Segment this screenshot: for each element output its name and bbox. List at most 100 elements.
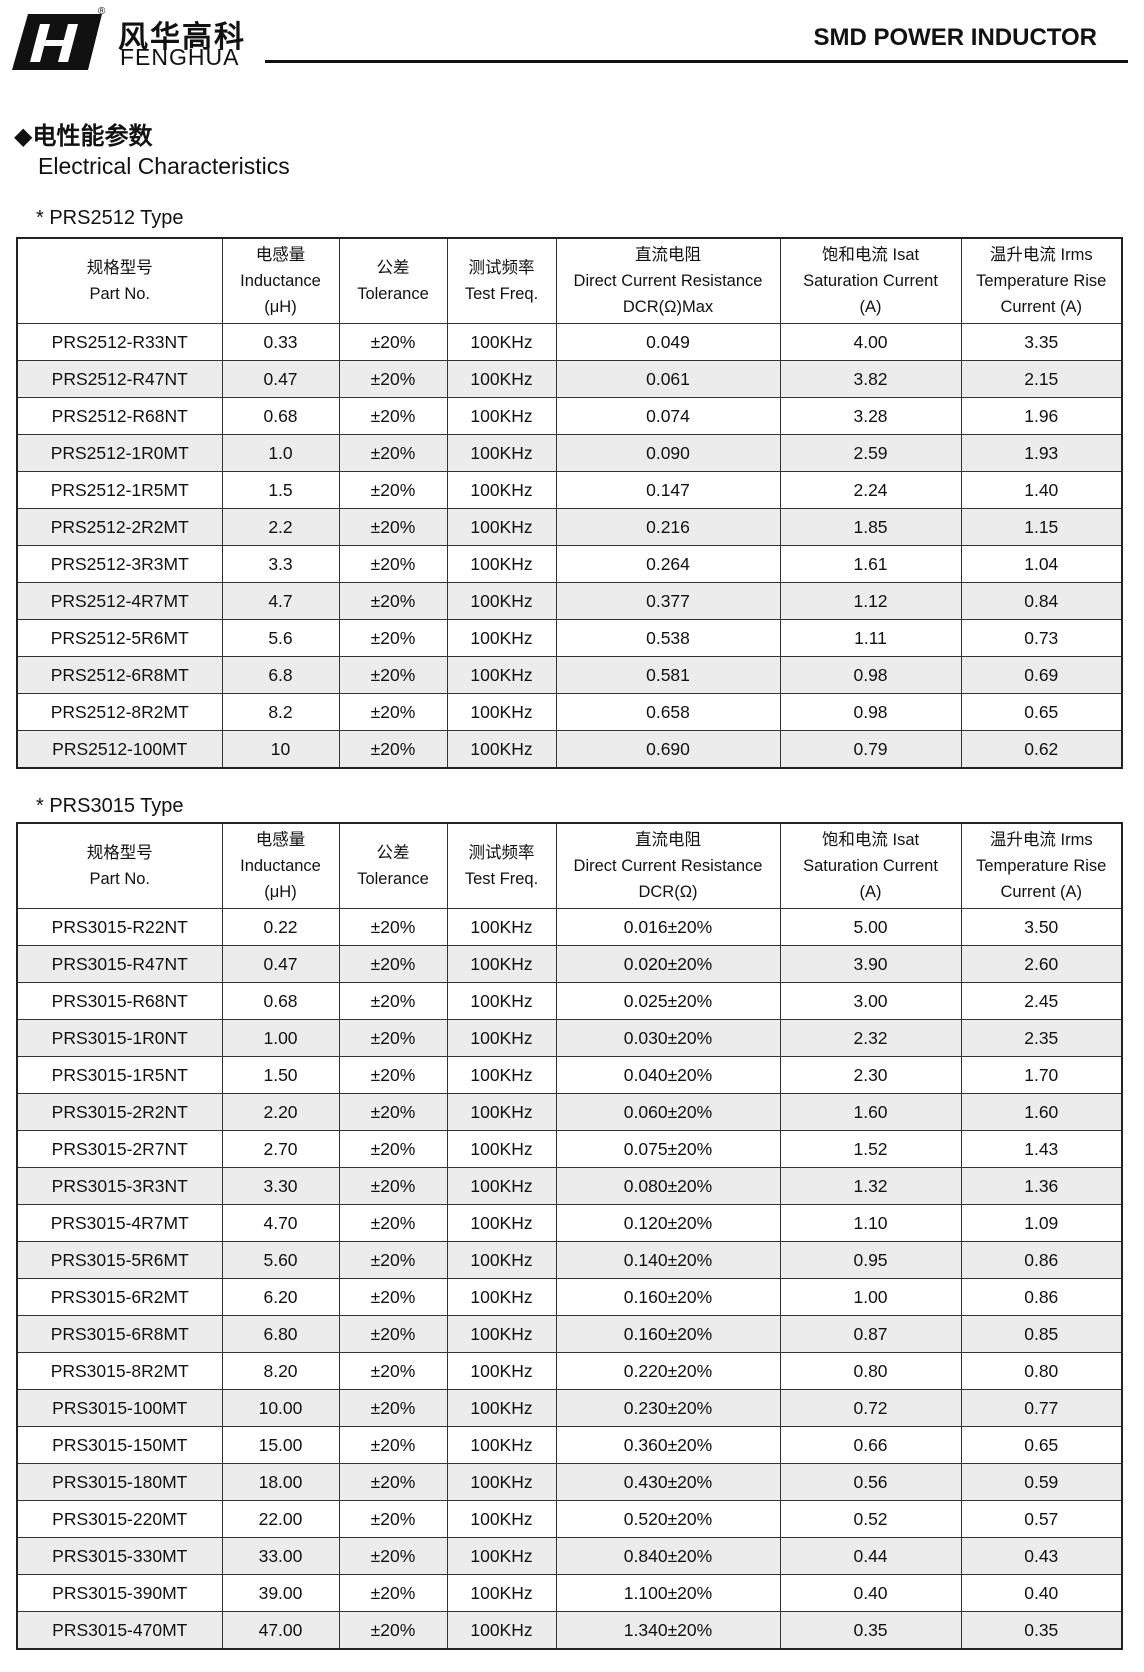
data-cell: PRS2512-6R8MT <box>16 656 223 694</box>
data-cell: 100KHz <box>446 1426 557 1464</box>
data-cell: 6.80 <box>221 1315 340 1353</box>
data-cell: 0.84 <box>960 582 1123 620</box>
header-line: Temperature Rise <box>976 272 1107 290</box>
data-cell: 0.80 <box>960 1352 1123 1390</box>
data-cell: 0.840±20% <box>555 1537 781 1575</box>
data-cell: 0.35 <box>960 1611 1123 1650</box>
data-cell: 0.377 <box>555 582 781 620</box>
table-label: * PRS2512 Type <box>36 207 184 229</box>
data-cell: ±20% <box>338 360 448 398</box>
data-cell: 0.040±20% <box>555 1056 781 1094</box>
header-line: Tolerance <box>357 870 429 888</box>
header-line: Inductance <box>240 272 321 290</box>
header-line: Part No. <box>89 285 151 303</box>
logo-mark <box>12 14 102 70</box>
data-cell: 1.43 <box>960 1130 1123 1168</box>
data-cell: 33.00 <box>221 1537 340 1575</box>
data-cell: 0.690 <box>555 730 781 769</box>
header-line: Inductance <box>240 857 321 875</box>
header-line: 温升电流 Irms <box>989 246 1093 264</box>
data-cell: 0.40 <box>960 1574 1123 1612</box>
data-cell: 100KHz <box>446 1611 557 1650</box>
doc-title: SMD POWER INDUCTOR <box>813 24 1097 51</box>
data-cell: 8.2 <box>221 693 340 731</box>
data-cell: 0.147 <box>555 471 781 509</box>
data-cell: PRS3015-1R0NT <box>16 1019 223 1057</box>
data-cell: ±20% <box>338 1315 448 1353</box>
data-cell: PRS3015-2R2NT <box>16 1093 223 1131</box>
data-row: PRS3015-180MT 18.00 ±20% 100KHz 0.430±20% 0.5… <box>16 1463 1123 1501</box>
data-row: PRS3015-8R2MT 8.20 ±20% 100KHz 0.220±20% 0.80… <box>16 1352 1123 1390</box>
data-cell: 0.56 <box>779 1463 962 1501</box>
data-cell: 0.65 <box>960 693 1123 731</box>
data-cell: 2.15 <box>960 360 1123 398</box>
data-cell: 0.074 <box>555 397 781 435</box>
data-cell: 0.658 <box>555 693 781 731</box>
data-cell: 0.85 <box>960 1315 1123 1353</box>
data-cell: 2.2 <box>221 508 340 546</box>
data-cell: 0.33 <box>221 323 340 361</box>
data-cell: PRS2512-3R3MT <box>16 545 223 583</box>
data-cell: 0.52 <box>779 1500 962 1538</box>
data-cell: 8.20 <box>221 1352 340 1390</box>
data-cell: 1.15 <box>960 508 1123 546</box>
data-row: PRS2512-100MT 10 ±20% 100KHz 0.690 0.79 0.62 <box>16 730 1123 769</box>
data-cell: 18.00 <box>221 1463 340 1501</box>
data-cell: 0.68 <box>221 982 340 1020</box>
data-cell: 0.57 <box>960 1500 1123 1538</box>
data-cell: 39.00 <box>221 1574 340 1612</box>
data-cell: ±20% <box>338 1278 448 1316</box>
data-cell: PRS2512-8R2MT <box>16 693 223 731</box>
data-cell: 3.30 <box>221 1167 340 1205</box>
data-cell: 2.45 <box>960 982 1123 1020</box>
data-cell: 0.40 <box>779 1574 962 1612</box>
data-cell: 100KHz <box>446 656 557 694</box>
data-cell: ±20% <box>338 908 448 946</box>
data-cell: ±20% <box>338 1167 448 1205</box>
data-row: PRS3015-6R2MT 6.20 ±20% 100KHz 0.160±20% 1.00… <box>16 1278 1123 1316</box>
data-row: PRS3015-1R5NT 1.50 ±20% 100KHz 0.040±20% 2.30… <box>16 1056 1123 1094</box>
section-title-cn: ◆电性能参数 <box>14 123 153 150</box>
data-cell: 1.52 <box>779 1130 962 1168</box>
data-cell: ±20% <box>338 582 448 620</box>
header-line: 电感量 <box>255 246 306 264</box>
data-row: PRS3015-5R6MT 5.60 ±20% 100KHz 0.140±20% 0.95… <box>16 1241 1123 1279</box>
header-cell: 温升电流 Irms Temperature Rise Current (A) <box>960 822 1123 909</box>
header-line: 直流电阻 <box>635 246 701 264</box>
data-cell: 0.430±20% <box>555 1463 781 1501</box>
data-cell: 0.220±20% <box>555 1352 781 1390</box>
data-cell: 1.32 <box>779 1167 962 1205</box>
data-row: PRS3015-390MT 39.00 ±20% 100KHz 1.100±20% 0.4… <box>16 1574 1123 1612</box>
data-cell: 2.70 <box>221 1130 340 1168</box>
data-cell: 0.72 <box>779 1389 962 1427</box>
data-cell: 10 <box>221 730 340 769</box>
data-cell: ±20% <box>338 982 448 1020</box>
data-cell: 1.00 <box>221 1019 340 1057</box>
logo-en: FENGHUA <box>120 44 240 70</box>
data-cell: 0.98 <box>779 656 962 694</box>
data-cell: 0.090 <box>555 434 781 472</box>
header-line: DCR(Ω)Max <box>622 298 714 316</box>
data-cell: 0.160±20% <box>555 1315 781 1353</box>
data-cell: 100KHz <box>446 1167 557 1205</box>
data-cell: ±20% <box>338 1204 448 1242</box>
data-cell: 100KHz <box>446 1278 557 1316</box>
data-cell: 100KHz <box>446 323 557 361</box>
header-cell: 公差 Tolerance <box>338 237 448 324</box>
data-cell: PRS3015-R68NT <box>16 982 223 1020</box>
data-cell: ±20% <box>338 471 448 509</box>
data-cell: 1.50 <box>221 1056 340 1094</box>
data-cell: 0.520±20% <box>555 1500 781 1538</box>
data-cell: ±20% <box>338 693 448 731</box>
data-cell: 100KHz <box>446 1056 557 1094</box>
data-cell: 100KHz <box>446 360 557 398</box>
data-cell: PRS3015-390MT <box>16 1574 223 1612</box>
header-cell: 饱和电流 Isat Saturation Current (A) <box>779 822 962 909</box>
data-cell: 6.20 <box>221 1278 340 1316</box>
data-cell: 0.98 <box>779 693 962 731</box>
data-cell: 0.79 <box>779 730 962 769</box>
data-cell: 3.82 <box>779 360 962 398</box>
header-line: DCR(Ω) <box>638 883 698 901</box>
data-row: PRS3015-100MT 10.00 ±20% 100KHz 0.230±20% 0.7… <box>16 1389 1123 1427</box>
